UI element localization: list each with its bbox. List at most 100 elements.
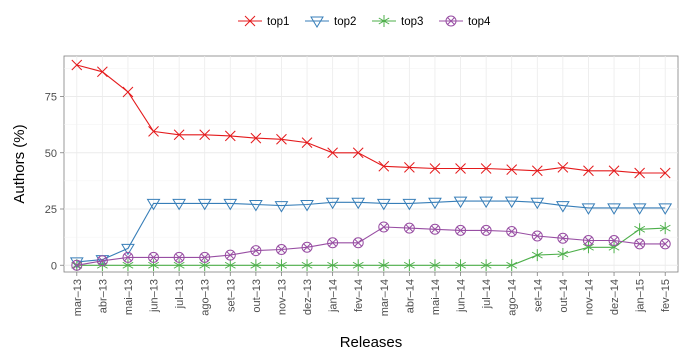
marker-stroke (584, 236, 593, 245)
data-point (199, 251, 211, 263)
marker-stroke (379, 223, 388, 231)
series-group (69, 59, 673, 272)
marker-shape (557, 232, 569, 244)
x-axis-title: Releases (340, 334, 403, 351)
series-line (76, 226, 666, 266)
data-point (223, 198, 238, 211)
data-point (352, 147, 364, 159)
marker-shape (581, 203, 596, 215)
data-point (429, 163, 441, 174)
data-point (455, 163, 466, 174)
marker-stroke (352, 147, 364, 159)
data-point (250, 259, 262, 272)
marker-shape (378, 221, 390, 233)
legend: top1 top2 top3 top4 (238, 15, 491, 28)
marker-shape (199, 251, 211, 263)
data-point (402, 198, 417, 211)
marker-shape (197, 198, 212, 211)
data-point (250, 132, 262, 144)
marker-stroke (378, 17, 390, 25)
data-point (148, 126, 159, 137)
marker-stroke (124, 253, 132, 262)
marker-shape (530, 197, 545, 210)
marker-stroke (635, 240, 644, 248)
marker-stroke (455, 261, 466, 269)
x-tick-label: set–13 (225, 279, 237, 312)
x-tick-label: dez–14 (609, 279, 621, 315)
data-point (403, 222, 415, 234)
marker-shape (325, 197, 340, 210)
marker-stroke (173, 261, 185, 269)
data-point (583, 241, 594, 254)
marker-stroke (199, 129, 211, 141)
marker-stroke (72, 261, 81, 270)
marker-stroke (277, 245, 286, 254)
marker-shape (658, 203, 673, 215)
data-point (276, 133, 287, 145)
marker-stroke (429, 163, 441, 174)
marker-shape (479, 196, 494, 209)
marker-stroke (301, 261, 313, 269)
marker-shape (582, 235, 594, 246)
marker-stroke (327, 261, 339, 269)
x-tick-label: out–13 (251, 279, 263, 313)
marker-shape (402, 198, 417, 211)
x-tick-label: fev–15 (660, 279, 672, 312)
marker-stroke (276, 133, 287, 145)
data-point (378, 221, 390, 233)
marker-shape (403, 222, 415, 234)
data-point (224, 249, 236, 261)
marker-stroke (531, 251, 543, 259)
marker-stroke (429, 261, 441, 269)
marker-stroke (378, 261, 390, 269)
marker-stroke (276, 261, 287, 269)
marker-stroke (328, 238, 337, 247)
data-point (583, 165, 594, 177)
x-tick-label: ago–13 (200, 279, 212, 316)
marker-stroke (431, 225, 439, 234)
data-point (504, 196, 519, 209)
marker-shape (122, 251, 134, 263)
data-point (659, 167, 671, 179)
x-tick-label: mai–13 (123, 279, 135, 315)
data-point (428, 197, 442, 210)
legend-key-marker (445, 15, 457, 27)
marker-stroke (252, 246, 260, 255)
x-tick-label: mai–14 (430, 279, 442, 315)
marker-stroke (403, 261, 415, 269)
marker-stroke (98, 256, 107, 265)
marker-stroke (250, 132, 262, 144)
marker-shape (327, 237, 339, 249)
data-point (455, 224, 467, 236)
data-point (173, 129, 185, 141)
marker-stroke (250, 261, 262, 269)
data-point (557, 162, 569, 173)
series-top4 (71, 221, 671, 271)
data-point (608, 165, 620, 177)
legend-label: top4 (468, 16, 491, 28)
marker-shape (455, 224, 467, 236)
data-point (530, 197, 545, 210)
marker-shape (301, 241, 313, 253)
marker-stroke (224, 130, 236, 142)
marker-shape (634, 238, 646, 250)
data-point (453, 196, 468, 209)
marker-shape (148, 251, 160, 263)
legend-label: top3 (401, 16, 423, 28)
marker-stroke (480, 163, 492, 174)
data-point (301, 137, 313, 148)
data-point (301, 241, 313, 253)
data-point (607, 203, 621, 215)
data-point (325, 197, 340, 210)
marker-shape (300, 200, 314, 212)
data-point (634, 238, 646, 250)
x-tick-label: jun–14 (456, 279, 468, 313)
series-line (76, 227, 666, 266)
data-point (274, 201, 289, 213)
x-axis: mar–13 abr–13 mai–13 jun–13 jul–13 ago–13 set–… (72, 272, 672, 316)
data-point (173, 259, 185, 272)
data-point (71, 259, 83, 271)
data-point (224, 130, 236, 142)
data-point (327, 147, 338, 159)
